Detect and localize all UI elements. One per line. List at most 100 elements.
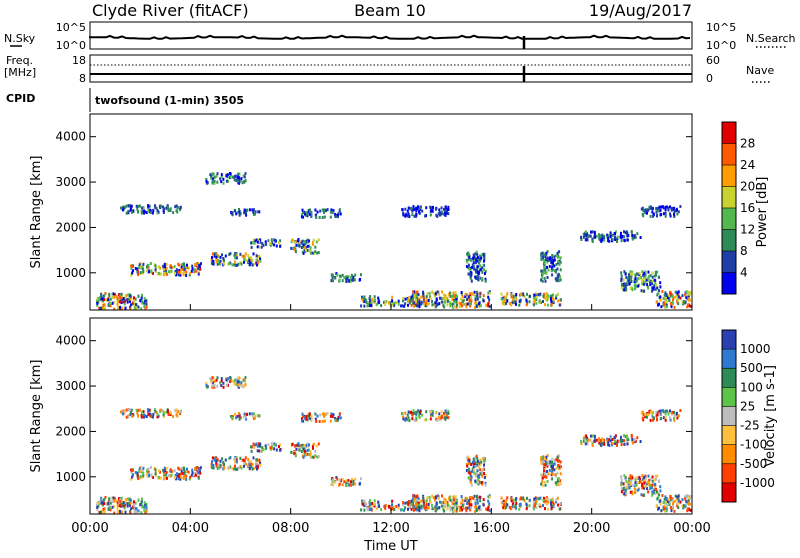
velocity-echo-cell: [452, 500, 455, 504]
velocity-echo-cell: [461, 499, 464, 503]
velocity-echo-cell: [519, 502, 522, 506]
power-echo-cell: [127, 211, 130, 215]
power-echo-cell: [633, 234, 636, 238]
power-echo-cell: [609, 233, 612, 237]
velocity-echo-cell: [147, 467, 150, 471]
power-echo-cell: [545, 251, 548, 255]
power-echo-cell: [314, 245, 317, 249]
power-echo-cell: [542, 300, 544, 303]
power-echo-cell: [143, 304, 146, 308]
power-echo-cell: [159, 266, 161, 270]
power-echo-cell: [545, 271, 548, 275]
power-echo-cell: [108, 294, 111, 297]
power-echo-cell: [548, 257, 551, 261]
velocity-echo-cell: [553, 459, 556, 463]
velocity-echo-cell: [255, 465, 258, 469]
power-echo-cell: [211, 256, 213, 260]
power-echo-cell: [435, 298, 438, 302]
velocity-echo-cell: [317, 442, 320, 446]
velocity-echo-cell: [211, 466, 214, 469]
power-echo-cell: [510, 302, 513, 306]
velocity-echo-cell: [441, 494, 443, 498]
power-echo-cell: [506, 299, 509, 303]
velocity-echo-cell: [543, 469, 546, 473]
power-echo-cell: [671, 295, 674, 298]
velocity-echo-cell: [408, 500, 411, 504]
velocity-echo-cell: [142, 471, 145, 475]
power-echo-cell: [515, 297, 518, 301]
power-echo-cell: [236, 179, 239, 183]
velocity-echo-cell: [474, 499, 477, 503]
power-echo-cell: [598, 233, 601, 237]
velocity-echo-cell: [641, 416, 644, 420]
velocity-echo-cell: [580, 439, 582, 443]
power-echo-cell: [556, 267, 559, 271]
power-echo-cell: [391, 295, 394, 299]
velocity-echo-cell: [119, 500, 122, 503]
velocity-echo-cell: [636, 476, 638, 480]
velocity-echo-cell: [303, 450, 306, 454]
x-tick-label: 00:00: [71, 521, 108, 536]
velocity-echo-cell: [515, 506, 517, 510]
power-echo-cell: [141, 301, 144, 305]
power-echo-cell: [140, 209, 143, 213]
velocity-echo-cell: [440, 501, 443, 504]
power-echo-cell: [647, 286, 650, 290]
velocity-echo-cell: [633, 484, 636, 488]
power-echo-cell: [275, 244, 278, 248]
velocity-echo-cell: [179, 412, 182, 416]
power-echo-cell: [437, 292, 440, 296]
velocity-echo-cell: [502, 499, 505, 503]
velocity-echo-cell: [665, 497, 668, 501]
power-echo-cell: [515, 293, 518, 296]
velocity-echo-cell: [668, 498, 671, 502]
velocity-echo-cell: [178, 467, 181, 471]
velocity-echo-cell: [542, 504, 544, 507]
power-echo-cell: [546, 276, 549, 279]
power-echo-cell: [483, 272, 486, 276]
power-echo-cell: [404, 214, 407, 218]
power-echo-cell: [552, 293, 554, 297]
velocity-echo-cell: [237, 381, 240, 384]
velocity-echo-cell: [319, 413, 322, 417]
power-echo-cell: [119, 305, 121, 309]
velocity-echo-cell: [434, 496, 437, 500]
velocity-echo-cell: [96, 505, 99, 509]
velocity-echo-cell: [471, 469, 474, 473]
power-echo-cell: [412, 301, 415, 305]
velocity-echo-cell: [623, 442, 626, 446]
velocity-echo-cell: [196, 469, 199, 473]
power-echo-cell: [474, 252, 477, 256]
velocity-echo-cell: [258, 449, 261, 453]
velocity-echo-cell: [395, 505, 398, 508]
power-echo-cell: [480, 277, 483, 281]
velocity-echo-cell: [312, 442, 315, 446]
velocity-echo-cell: [476, 501, 479, 505]
power-echo-cell: [311, 251, 314, 255]
velocity-echo-cell: [156, 415, 159, 419]
velocity-echo-cell: [211, 381, 214, 385]
power-echo-cell: [474, 258, 477, 262]
velocity-echo-cell: [366, 507, 369, 511]
velocity-echo-cell: [545, 455, 548, 459]
power-echo-cell: [301, 213, 303, 217]
power-echo-cell: [629, 286, 632, 290]
power-echo-cell: [636, 272, 638, 276]
power-echo-cell: [470, 299, 473, 303]
power-echo-cell: [583, 231, 586, 235]
velocity-echo-cell: [620, 478, 623, 482]
velocity-echo-cell: [550, 505, 553, 509]
velocity-echo-cell: [118, 502, 120, 505]
velocity-echo-cell: [488, 495, 491, 499]
velocity-echo-cell: [418, 503, 421, 507]
power-echo-cell: [458, 305, 461, 308]
velocity-echo-cell: [127, 415, 130, 419]
power-echo-cell: [551, 273, 554, 277]
power-echo-cell: [180, 265, 183, 269]
power-echo-cell: [380, 304, 383, 308]
velocity-echo-cell: [648, 483, 651, 487]
power-echo-cell: [416, 302, 419, 306]
power-echo-cell: [449, 302, 452, 306]
power-echo-cell: [653, 274, 656, 278]
power-echo-cell: [128, 294, 131, 298]
